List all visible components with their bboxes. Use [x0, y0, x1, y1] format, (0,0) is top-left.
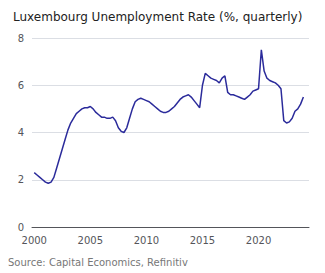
svg-text:2015: 2015: [190, 235, 215, 246]
svg-text:8: 8: [18, 33, 24, 44]
svg-text:2000: 2000: [22, 235, 47, 246]
svg-text:Source: Capital Economics, Ref: Source: Capital Economics, Refinitiv: [8, 257, 188, 268]
svg-text:2005: 2005: [78, 235, 103, 246]
svg-text:4: 4: [18, 127, 24, 138]
svg-text:2010: 2010: [134, 235, 159, 246]
svg-text:0: 0: [18, 222, 24, 233]
svg-text:2: 2: [18, 174, 24, 185]
svg-text:Luxembourg Unemployment Rate (: Luxembourg Unemployment Rate (%, quarter…: [13, 10, 302, 24]
svg-text:6: 6: [18, 80, 24, 91]
svg-text:2020: 2020: [246, 235, 271, 246]
